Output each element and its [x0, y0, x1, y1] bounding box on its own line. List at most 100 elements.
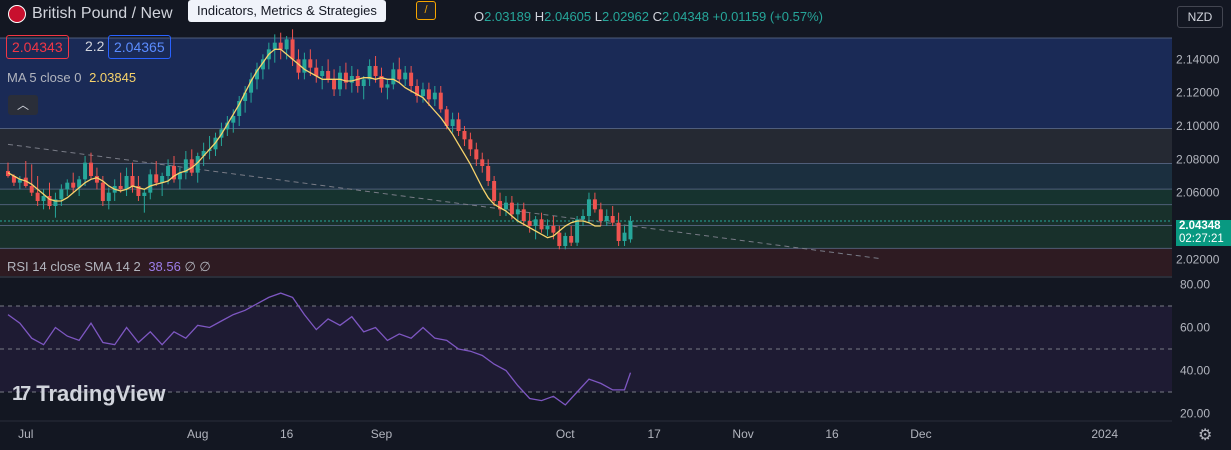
zone-band — [0, 248, 1172, 276]
candle-body — [237, 101, 242, 116]
candle-body — [53, 199, 58, 206]
symbol-title[interactable]: British Pound / New — [8, 5, 173, 23]
candle-body — [444, 109, 449, 126]
candle-body — [420, 89, 425, 96]
candle-body — [326, 71, 331, 80]
candle-body — [569, 236, 574, 243]
sell-button[interactable]: 2.04343 — [6, 35, 69, 59]
price-tick-label: 2.14000 — [1176, 52, 1220, 66]
candle-body — [367, 66, 372, 80]
rsi-legend[interactable]: RSI 14 close SMA 14 2 38.56 ∅ ∅ — [7, 259, 211, 275]
price-tick-label: 2.12000 — [1176, 86, 1220, 100]
candle-body — [308, 59, 313, 68]
indicators-tooltip: Indicators, Metrics & Strategies — [188, 0, 386, 22]
price-tick-label: 2.08000 — [1176, 152, 1220, 166]
rsi-value: 38.56 — [148, 259, 181, 274]
collapse-legend-icon[interactable]: ︿ — [8, 95, 38, 115]
price-pane[interactable] — [0, 29, 1172, 276]
candle-body — [527, 221, 532, 226]
candle-body — [166, 166, 171, 176]
candle-body — [409, 72, 414, 86]
drawing-slash-icon[interactable]: / — [416, 1, 436, 20]
candle-body — [6, 171, 10, 176]
candle-body — [622, 232, 627, 241]
ohlc-open: 2.03189 — [484, 9, 532, 24]
ohlc-high: 2.04605 — [544, 9, 592, 24]
candle-body — [29, 186, 34, 193]
candle-body — [183, 159, 188, 173]
candle-body — [492, 181, 497, 201]
candle-body — [616, 222, 621, 241]
settings-gear-icon[interactable]: ⚙ — [1198, 427, 1213, 444]
candle-body — [124, 176, 129, 190]
time-axis[interactable]: Jul Aug 16 Sep Oct 17 Nov 16 Dec 2024 — [0, 420, 1172, 441]
candle-body — [604, 216, 609, 221]
candle-body — [59, 189, 64, 200]
candle-body — [148, 174, 153, 193]
candle-body — [586, 199, 591, 216]
candle-body — [486, 166, 491, 181]
time-tick-label: Oct — [556, 427, 575, 441]
candle-body — [397, 69, 402, 80]
candle-body — [498, 201, 503, 210]
price-tick-label: 2.10000 — [1176, 119, 1220, 133]
time-tick-label: Jul — [18, 427, 33, 441]
candle-body — [249, 79, 254, 93]
buy-button[interactable]: 2.04365 — [108, 35, 171, 59]
candle-body — [71, 182, 76, 188]
candle-body — [17, 179, 22, 183]
candle-body — [65, 182, 70, 190]
candle-body — [474, 149, 479, 160]
candle-body — [432, 92, 437, 100]
ma-value: 2.03845 — [89, 70, 137, 85]
candle-body — [11, 176, 16, 183]
ohlc-close: 2.04348 — [662, 9, 710, 24]
last-price-tag: 2.04348 — [1176, 220, 1231, 233]
candle-body — [598, 209, 603, 221]
candle-body — [403, 72, 408, 80]
currency-selector[interactable]: NZD — [1177, 6, 1223, 28]
candle-body — [379, 76, 384, 88]
time-tick-label: Sep — [371, 427, 393, 441]
candle-body — [83, 162, 88, 180]
candle-body — [545, 226, 550, 230]
candle-body — [415, 86, 420, 96]
candle-body — [551, 226, 556, 233]
candle-body — [278, 42, 283, 50]
candle-body — [23, 177, 28, 186]
ma-legend[interactable]: MA 5 close 0 2.03845 — [7, 70, 136, 85]
candle-body — [468, 139, 473, 150]
tradingview-logo[interactable]: 17 TradingView — [12, 381, 165, 407]
candle-body — [154, 174, 159, 183]
candle-body — [361, 79, 366, 86]
price-tick-label: 2.02000 — [1176, 252, 1220, 266]
candle-body — [260, 59, 265, 70]
ohlc-open-label: O — [474, 9, 485, 24]
time-tick-label: Aug — [187, 427, 208, 441]
rsi-axis[interactable]: 80.00 60.00 40.00 20.00 — [1180, 277, 1210, 420]
candle-body — [160, 176, 165, 183]
candle-body — [189, 159, 194, 173]
candle-body — [35, 192, 40, 201]
candle-body — [438, 92, 443, 110]
candle-body — [385, 84, 390, 88]
symbol-title-text: British Pound / New — [32, 5, 173, 22]
candle-body — [563, 236, 568, 246]
candle-body — [391, 69, 396, 85]
candle-body — [142, 192, 147, 196]
ohlc-change: +0.01159 (+0.57%) — [712, 9, 823, 24]
rsi-pane[interactable] — [0, 292, 1172, 406]
rsi-tick-label: 80.00 — [1180, 277, 1210, 291]
candle-body — [337, 72, 342, 90]
candle-body — [231, 116, 236, 123]
candle-body — [243, 92, 248, 101]
candle-body — [610, 216, 615, 223]
candle-body — [290, 39, 295, 60]
candle-body — [355, 76, 360, 86]
candle-body — [94, 176, 99, 183]
ohlc-high-label: H — [534, 9, 545, 24]
candle-body — [47, 196, 52, 206]
candle-body — [296, 59, 301, 73]
pane-separator[interactable] — [0, 276, 1172, 278]
